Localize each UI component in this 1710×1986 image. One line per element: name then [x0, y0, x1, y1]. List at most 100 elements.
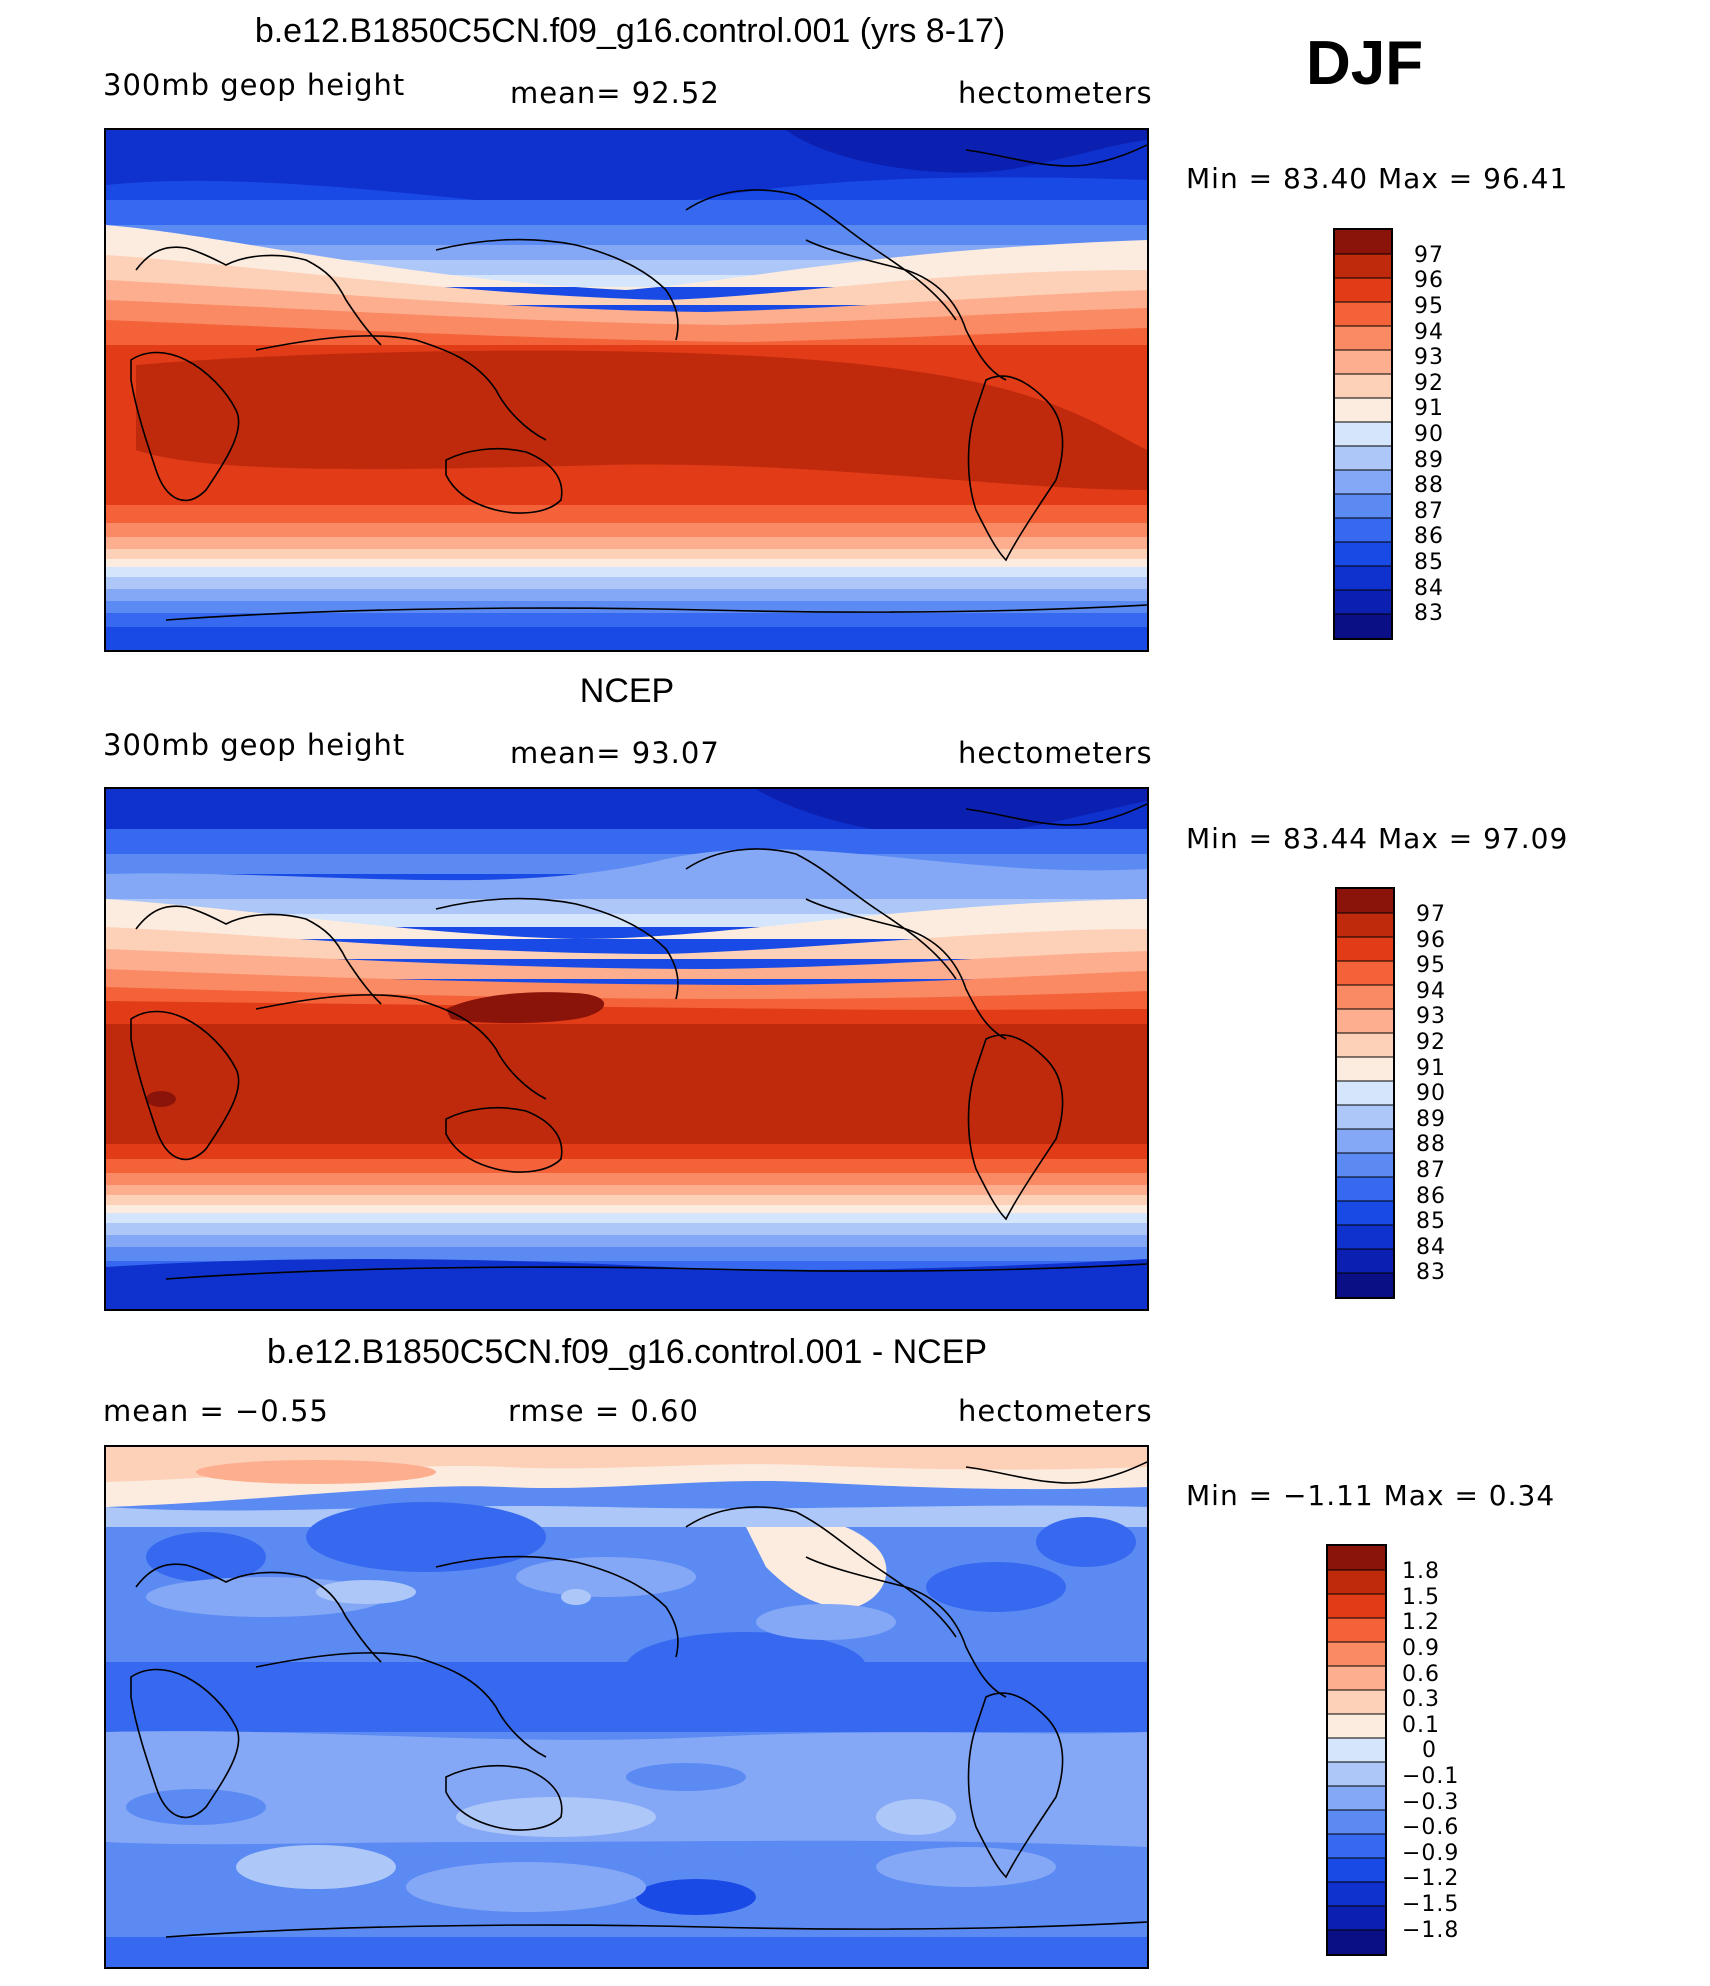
colorbar-label: −0.9 — [1402, 1841, 1460, 1866]
colorbar-swatch — [1328, 1714, 1385, 1739]
mean-label: mean = −0.55 — [103, 1394, 329, 1428]
colorbar-swatch — [1337, 1177, 1393, 1202]
colorbar-swatch — [1337, 985, 1393, 1010]
colorbar-label: 97 — [1416, 902, 1446, 927]
colorbar-swatch — [1328, 1930, 1385, 1954]
colorbar-label: 96 — [1414, 268, 1444, 293]
colorbar-swatch — [1328, 1810, 1385, 1835]
colorbar-label: 97 — [1414, 243, 1444, 268]
colorbar-swatch — [1337, 1201, 1393, 1226]
colorbar-label: 94 — [1416, 979, 1446, 1004]
colorbar-swatch — [1335, 566, 1391, 591]
colorbar-swatch — [1335, 446, 1391, 471]
colorbar-swatch — [1337, 889, 1393, 914]
variable-label: 300mb geop height — [103, 728, 406, 762]
colorbar-label: 83 — [1414, 601, 1444, 626]
colorbar-swatch — [1335, 374, 1391, 399]
colorbar-label: 87 — [1414, 499, 1444, 524]
colorbar-swatch — [1337, 1129, 1393, 1154]
colorbar-label: 93 — [1416, 1004, 1446, 1029]
colorbar-swatch — [1328, 1690, 1385, 1715]
colorbar-swatch — [1328, 1906, 1385, 1931]
colorbar-label: 91 — [1414, 396, 1444, 421]
colorbar-swatch — [1335, 518, 1391, 543]
colorbar — [1326, 1544, 1387, 1956]
colorbar-label: 85 — [1416, 1209, 1446, 1234]
colorbar-label: 91 — [1416, 1056, 1446, 1081]
colorbar-label: −0.1 — [1402, 1764, 1460, 1789]
colorbar-label: 89 — [1416, 1107, 1446, 1132]
colorbar-label: −1.2 — [1402, 1866, 1460, 1891]
units-label: hectometers — [958, 1394, 1153, 1428]
season-label: DJF — [1306, 29, 1424, 98]
colorbar-swatch — [1328, 1882, 1385, 1907]
colorbar-swatch — [1335, 350, 1391, 375]
colorbar-label: 1.5 — [1402, 1585, 1440, 1610]
colorbar-label: 0.3 — [1402, 1687, 1440, 1712]
colorbar-label: 0 — [1422, 1738, 1437, 1763]
colorbar-swatch — [1328, 1594, 1385, 1619]
contour-map — [106, 1447, 1147, 1967]
colorbar — [1335, 887, 1395, 1299]
colorbar-swatch — [1328, 1738, 1385, 1763]
colorbar-swatch — [1337, 1033, 1393, 1058]
mean-label: mean= 92.52 — [510, 76, 720, 110]
units-label: hectometers — [958, 76, 1153, 110]
min-max-label: Min = 83.40 Max = 96.41 — [1186, 162, 1569, 195]
map-model — [104, 128, 1149, 652]
colorbar-swatch — [1337, 1057, 1393, 1082]
colorbar-label: 0.6 — [1402, 1662, 1440, 1687]
colorbar-swatch — [1335, 590, 1391, 615]
colorbar-label: 88 — [1414, 473, 1444, 498]
colorbar-swatch — [1335, 254, 1391, 279]
colorbar-label: −0.3 — [1402, 1790, 1460, 1815]
colorbar-label: −1.5 — [1402, 1892, 1460, 1917]
colorbar — [1333, 228, 1393, 640]
colorbar-swatch — [1335, 470, 1391, 495]
contour-map — [106, 789, 1147, 1309]
mean-label: mean= 93.07 — [510, 736, 720, 770]
colorbar-swatch — [1335, 542, 1391, 567]
colorbar-swatch — [1337, 1225, 1393, 1250]
colorbar-swatch — [1335, 230, 1391, 255]
colorbar-label: 88 — [1416, 1132, 1446, 1157]
colorbar-swatch — [1328, 1834, 1385, 1859]
panel-title: b.e12.B1850C5CN.f09_g16.control.001 - NC… — [266, 1333, 988, 1371]
colorbar-swatch — [1328, 1666, 1385, 1691]
map-difference — [104, 1445, 1149, 1969]
colorbar-label: 90 — [1414, 422, 1444, 447]
colorbar-label: −1.8 — [1402, 1918, 1460, 1943]
colorbar-swatch — [1328, 1570, 1385, 1595]
colorbar-label: 95 — [1416, 953, 1446, 978]
colorbar-swatch — [1335, 614, 1391, 638]
panel-title: b.e12.B1850C5CN.f09_g16.control.001 (yrs… — [254, 12, 1006, 50]
colorbar-swatch — [1335, 326, 1391, 351]
colorbar-label: 96 — [1416, 928, 1446, 953]
colorbar-swatch — [1337, 1153, 1393, 1178]
colorbar-swatch — [1328, 1546, 1385, 1571]
contour-map — [106, 130, 1147, 650]
colorbar-swatch — [1337, 1009, 1393, 1034]
rmse-label: rmse = 0.60 — [508, 1394, 699, 1428]
colorbar-label: 0.9 — [1402, 1636, 1440, 1661]
colorbar-swatch — [1328, 1642, 1385, 1667]
colorbar-label: 92 — [1416, 1030, 1446, 1055]
colorbar-label: 86 — [1414, 524, 1444, 549]
colorbar-label: 94 — [1414, 320, 1444, 345]
colorbar-label: 1.2 — [1402, 1610, 1440, 1635]
map-ncep — [104, 787, 1149, 1311]
colorbar-swatch — [1335, 494, 1391, 519]
panel-title: NCEP — [579, 672, 675, 710]
colorbar-label: 87 — [1416, 1158, 1446, 1183]
colorbar-label: −0.6 — [1402, 1815, 1460, 1840]
units-label: hectometers — [958, 736, 1153, 770]
colorbar-label: 86 — [1416, 1184, 1446, 1209]
colorbar-label: 83 — [1416, 1260, 1446, 1285]
colorbar-swatch — [1337, 961, 1393, 986]
colorbar-label: 89 — [1414, 448, 1444, 473]
colorbar-label: 85 — [1414, 550, 1444, 575]
colorbar-label: 93 — [1414, 345, 1444, 370]
colorbar-label: 84 — [1414, 576, 1444, 601]
colorbar-swatch — [1337, 1081, 1393, 1106]
colorbar-swatch — [1335, 278, 1391, 303]
